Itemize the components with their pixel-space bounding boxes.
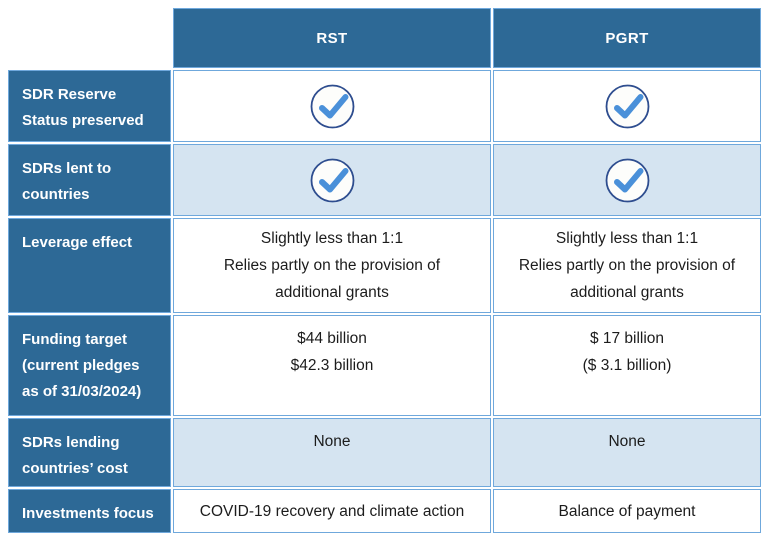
cell-pgrt-sdrs-lent <box>493 144 761 216</box>
row-label-investments-focus: Investments focus <box>8 489 171 533</box>
check-circle-icon <box>310 84 354 128</box>
cell-rst-leverage-effect: Slightly less than 1:1 Relies partly on … <box>173 218 491 313</box>
check-circle-icon <box>310 158 354 202</box>
cell-pgrt-investments-focus: Balance of payment <box>493 489 761 533</box>
table-corner-blank <box>8 8 171 68</box>
column-header-pgrt: PGRT <box>493 8 761 68</box>
column-header-rst-label: RST <box>316 29 348 47</box>
row-label-funding-target: Funding target (current pledges as of 31… <box>8 315 171 416</box>
comparison-table: RST PGRT SDR Reserve Status preserved SD… <box>8 8 761 533</box>
check-circle-icon <box>605 84 649 128</box>
cell-pgrt-leverage-effect: Slightly less than 1:1 Relies partly on … <box>493 218 761 313</box>
cell-pgrt-funding-target: $ 17 billion ($ 3.1 billion) <box>493 315 761 416</box>
cell-rst-sdrs-lent <box>173 144 491 216</box>
row-label-sdrs-lending-cost: SDRs lending countries’ cost <box>8 418 171 487</box>
column-header-pgrt-label: PGRT <box>605 29 649 47</box>
row-label-sdrs-lent: SDRs lent to countries <box>8 144 171 216</box>
row-label-sdr-reserve-status: SDR Reserve Status preserved <box>8 70 171 142</box>
cell-pgrt-sdr-reserve-status <box>493 70 761 142</box>
cell-rst-funding-target: $44 billion $42.3 billion <box>173 315 491 416</box>
cell-rst-investments-focus: COVID-19 recovery and climate action <box>173 489 491 533</box>
cell-pgrt-sdrs-lending-cost: None <box>493 418 761 487</box>
check-circle-icon <box>605 158 649 202</box>
column-header-rst: RST <box>173 8 491 68</box>
cell-rst-sdr-reserve-status <box>173 70 491 142</box>
cell-rst-sdrs-lending-cost: None <box>173 418 491 487</box>
row-label-leverage-effect: Leverage effect <box>8 218 171 313</box>
